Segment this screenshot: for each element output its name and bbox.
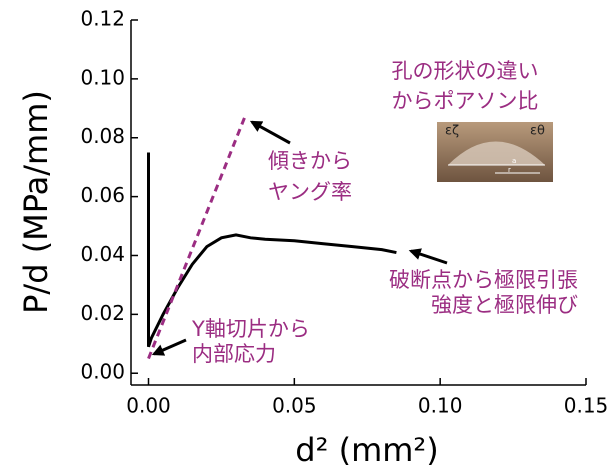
y-tick-label: 0.02 xyxy=(80,301,125,325)
y-tick-label: 0.00 xyxy=(80,360,125,384)
y-axis-label: P/d (MPa/mm) xyxy=(17,90,55,314)
inset-label: a xyxy=(512,157,516,165)
annotation: からポアソン比 xyxy=(392,89,539,113)
chart: d² (mm²) P/d (MPa/mm) 0.00 0.05 0.10 0.15 0.… xyxy=(0,0,612,474)
x-tick-label: 0.10 xyxy=(418,394,463,418)
y-tick-label: 0.10 xyxy=(80,65,125,89)
annotation: 孔の形状の違い xyxy=(392,59,539,83)
annotation: 破断点から極限引張 xyxy=(389,268,578,292)
y-tick-label: 0.12 xyxy=(80,7,125,31)
arrow xyxy=(411,251,447,263)
inset-label: εζ xyxy=(445,124,459,139)
x-tick-label: 0.15 xyxy=(564,394,609,418)
inset-label: r xyxy=(508,166,511,174)
x-axis-label: d² (mm²) xyxy=(295,431,438,469)
y-tick-label: 0.04 xyxy=(80,242,125,266)
annotation: 傾きから xyxy=(268,149,352,173)
x-tick-label: 0.00 xyxy=(126,394,171,418)
annotation: 強度と極限伸び xyxy=(431,293,578,317)
inset-label: εθ xyxy=(530,124,545,139)
x-tick-label: 0.05 xyxy=(272,394,317,418)
y-tick-label: 0.06 xyxy=(80,183,125,207)
annotation: ヤング率 xyxy=(268,180,352,204)
annotation: Y軸切片から xyxy=(191,317,310,341)
arrow xyxy=(154,340,186,354)
y-tick-label: 0.08 xyxy=(80,124,125,148)
arrow xyxy=(252,122,290,143)
annotation: 内部応力 xyxy=(192,342,276,366)
